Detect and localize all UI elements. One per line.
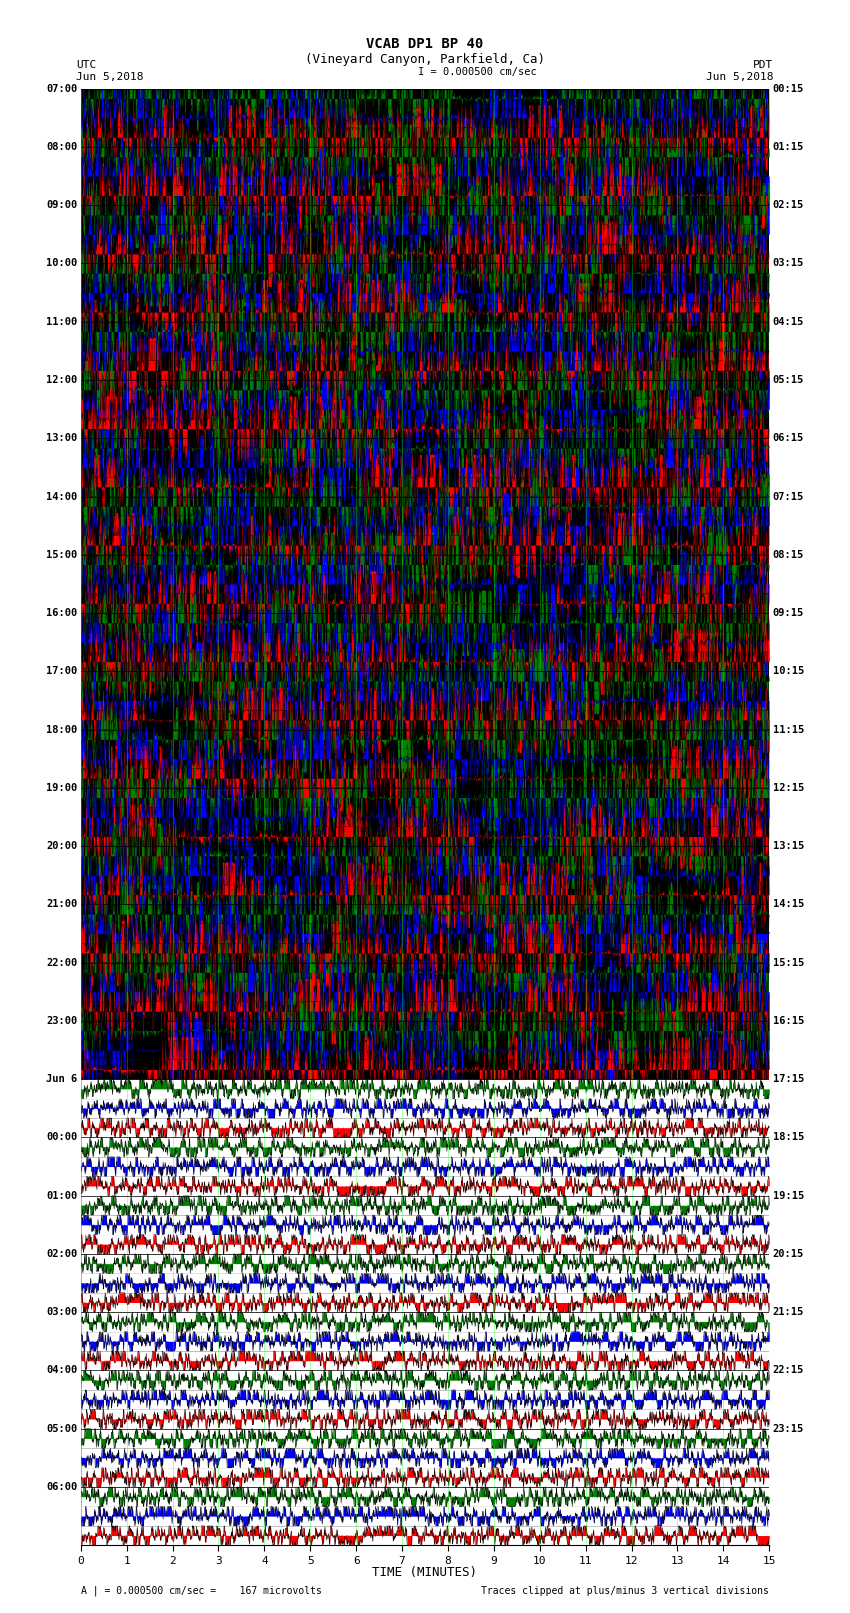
Text: 04:15: 04:15 <box>773 316 804 327</box>
Text: 17:15: 17:15 <box>773 1074 804 1084</box>
Text: 14:15: 14:15 <box>773 900 804 910</box>
Text: 13:15: 13:15 <box>773 840 804 852</box>
Text: 10:15: 10:15 <box>773 666 804 676</box>
Text: Jun 5,2018: Jun 5,2018 <box>76 73 144 82</box>
Text: 17:00: 17:00 <box>46 666 77 676</box>
Text: 21:00: 21:00 <box>46 900 77 910</box>
Text: 22:00: 22:00 <box>46 958 77 968</box>
Text: TIME (MINUTES): TIME (MINUTES) <box>372 1566 478 1579</box>
Text: 07:15: 07:15 <box>773 492 804 502</box>
Text: 14:00: 14:00 <box>46 492 77 502</box>
Text: 04:00: 04:00 <box>46 1366 77 1376</box>
Text: 12:00: 12:00 <box>46 376 77 386</box>
Text: 21:15: 21:15 <box>773 1307 804 1318</box>
Text: 20:15: 20:15 <box>773 1248 804 1258</box>
Text: 03:15: 03:15 <box>773 258 804 268</box>
Text: 16:15: 16:15 <box>773 1016 804 1026</box>
Text: 12:15: 12:15 <box>773 782 804 794</box>
Text: 15:15: 15:15 <box>773 958 804 968</box>
Text: 00:15: 00:15 <box>773 84 804 94</box>
Text: 08:00: 08:00 <box>46 142 77 152</box>
Text: 11:15: 11:15 <box>773 724 804 734</box>
Text: 18:00: 18:00 <box>46 724 77 734</box>
Text: 16:00: 16:00 <box>46 608 77 618</box>
Text: Jun 5,2018: Jun 5,2018 <box>706 73 774 82</box>
Text: 05:00: 05:00 <box>46 1424 77 1434</box>
Text: A | = 0.000500 cm/sec =    167 microvolts: A | = 0.000500 cm/sec = 167 microvolts <box>81 1586 321 1597</box>
Text: 05:15: 05:15 <box>773 376 804 386</box>
Text: 01:15: 01:15 <box>773 142 804 152</box>
Text: 06:00: 06:00 <box>46 1482 77 1492</box>
Text: 07:00: 07:00 <box>46 84 77 94</box>
Text: 20:00: 20:00 <box>46 840 77 852</box>
Text: 13:00: 13:00 <box>46 434 77 444</box>
Text: 19:00: 19:00 <box>46 782 77 794</box>
Text: 09:00: 09:00 <box>46 200 77 210</box>
Text: Jun 6: Jun 6 <box>46 1074 77 1084</box>
Text: Traces clipped at plus/minus 3 vertical divisions: Traces clipped at plus/minus 3 vertical … <box>481 1586 769 1595</box>
Text: PDT: PDT <box>753 60 774 71</box>
Text: 18:15: 18:15 <box>773 1132 804 1142</box>
Text: 02:00: 02:00 <box>46 1248 77 1258</box>
Text: 15:00: 15:00 <box>46 550 77 560</box>
Text: 11:00: 11:00 <box>46 316 77 327</box>
Text: UTC: UTC <box>76 60 97 71</box>
Text: VCAB DP1 BP 40: VCAB DP1 BP 40 <box>366 37 484 52</box>
Text: 08:15: 08:15 <box>773 550 804 560</box>
Text: 00:00: 00:00 <box>46 1132 77 1142</box>
Text: I = 0.000500 cm/sec: I = 0.000500 cm/sec <box>418 66 537 77</box>
Text: 03:00: 03:00 <box>46 1307 77 1318</box>
Text: 09:15: 09:15 <box>773 608 804 618</box>
Text: (Vineyard Canyon, Parkfield, Ca): (Vineyard Canyon, Parkfield, Ca) <box>305 53 545 66</box>
Text: 19:15: 19:15 <box>773 1190 804 1200</box>
Text: 23:15: 23:15 <box>773 1424 804 1434</box>
Text: 22:15: 22:15 <box>773 1366 804 1376</box>
Text: 10:00: 10:00 <box>46 258 77 268</box>
Text: 23:00: 23:00 <box>46 1016 77 1026</box>
Text: 06:15: 06:15 <box>773 434 804 444</box>
Text: 02:15: 02:15 <box>773 200 804 210</box>
Text: 01:00: 01:00 <box>46 1190 77 1200</box>
